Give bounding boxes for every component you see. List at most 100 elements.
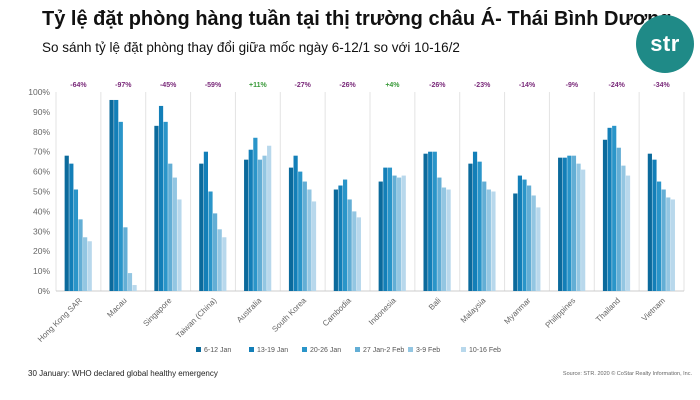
y-tick-label: 70% [33,147,50,157]
y-tick-label: 50% [33,187,50,197]
y-tick-label: 10% [33,266,50,276]
bar [87,241,92,291]
change-label: -24% [609,82,626,89]
change-label: -26% [339,82,356,89]
bar [83,237,88,291]
bar [222,237,227,291]
bar [302,181,307,291]
category-label: Singapore [141,296,174,329]
y-tick-label: 100% [28,87,50,97]
bar [288,167,294,291]
bar [647,153,652,291]
bar [612,125,617,291]
change-label: -45% [160,82,177,89]
legend-label: 20-26 Jan [310,347,341,354]
bar [571,155,577,291]
change-label: +11% [249,82,267,89]
bar [387,167,393,291]
bar [536,207,541,291]
bar [127,273,133,291]
category-label: Bali [427,296,443,312]
y-tick-label: 80% [33,127,50,137]
change-label: -97% [115,82,132,89]
bar [446,189,451,291]
bar [338,185,343,291]
bar [558,157,563,291]
bar [217,229,222,291]
bar [262,155,267,291]
bar [513,193,518,291]
bar [652,159,657,291]
bar [267,145,272,291]
bar [208,191,213,291]
bar [468,163,473,291]
legend-swatch [355,347,360,352]
bar [248,149,253,291]
bar [154,125,159,291]
category-label: Taiwan (China) [174,296,218,340]
chart-subtitle: So sánh tỷ lệ đặt phòng thay đổi giữa mố… [42,40,460,55]
bar [491,191,496,291]
bar [132,285,137,291]
bar [333,189,338,291]
bar [531,195,536,291]
category-label: Macau [105,296,128,319]
y-tick-label: 20% [33,246,50,256]
bar [517,175,522,291]
category-label: Cambodia [321,296,354,329]
change-label: -9% [566,82,579,89]
bar [581,169,586,291]
footnote-text: 30 January: WHO declared global healthy … [28,369,218,378]
bar [477,161,482,291]
bar [347,199,352,291]
bar [114,99,119,292]
legend-swatch [196,347,201,352]
bar [616,147,621,291]
bar [118,121,123,291]
legend-label: 27 Jan-2 Feb [363,347,404,354]
str-logo: str [636,15,694,73]
bar [168,163,173,291]
bar [472,151,478,291]
bar [625,175,631,291]
bar [172,177,177,291]
bar [109,99,114,292]
bar [428,151,433,291]
bar [257,159,263,291]
change-label: -27% [295,82,312,89]
change-label: +4% [385,82,400,89]
change-label: -64% [70,82,87,89]
bar [307,189,312,291]
legend-label: 13-19 Jan [257,347,288,354]
legend-label: 6-12 Jan [204,347,231,354]
category-label: Hong Kong SAR [36,296,84,344]
bar [352,211,357,291]
bar [437,177,442,291]
y-tick-label: 30% [33,226,50,236]
bar [607,127,612,291]
bar [311,201,317,291]
bar [158,105,164,292]
bar [432,151,437,291]
bar [562,157,567,291]
bar [621,165,626,291]
bar [298,171,303,291]
bar [482,181,487,291]
bar [177,199,182,291]
category-label: South Korea [270,296,308,334]
legend-swatch [302,347,307,352]
bar [73,189,79,291]
bar [397,177,402,291]
bar [670,199,675,291]
bar [522,179,527,291]
bar [253,137,258,291]
bar [78,219,83,291]
category-label: Thailand [594,296,622,324]
category-label: Indonesia [367,296,398,327]
bar [342,179,348,291]
bar [64,155,69,291]
category-label: Vietnam [640,296,667,323]
bar [576,163,581,291]
bar [163,121,168,291]
